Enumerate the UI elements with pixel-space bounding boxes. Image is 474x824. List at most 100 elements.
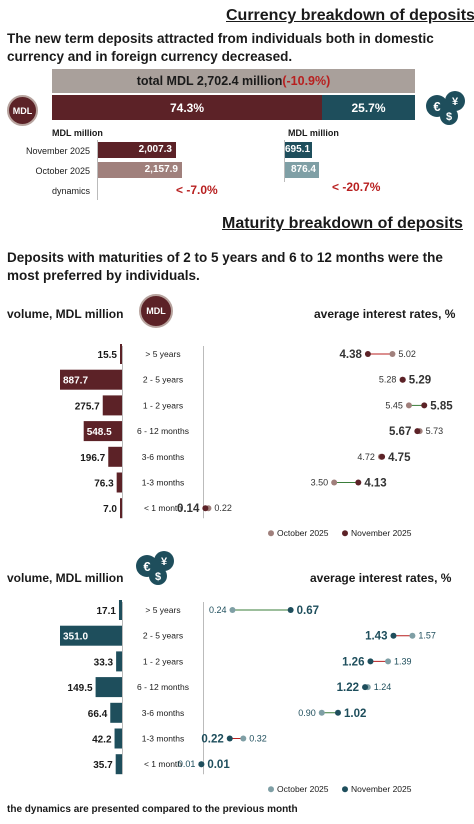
fx-maturity-tick-label: < 1 month	[144, 759, 182, 769]
mdl-volume-label: volume, MDL million	[7, 307, 124, 321]
mdl-maturity-tick-label: > 5 years	[145, 349, 180, 359]
fx-legend-november-marker	[342, 786, 348, 793]
fx-volume-bar	[115, 754, 122, 775]
fx-maturity-tick-label: 6 - 12 months	[137, 682, 189, 692]
fx-volume-bar	[95, 677, 122, 698]
mdl-icon-label: MDL	[12, 105, 33, 116]
mdl-rate-november-point	[202, 505, 209, 512]
currency-lead-text: The new term deposits attracted from ind…	[7, 31, 434, 64]
fx-dynamics-value: -20.7%	[342, 180, 381, 194]
fx-unit-label: MDL million	[288, 128, 339, 138]
mdl-october-bar: 2,157.9	[98, 162, 182, 178]
fx-rate-october-label: 0.32	[249, 734, 267, 744]
mdl-volume-bar	[120, 344, 122, 364]
mdl-maturity-tick-label: 3-6 months	[142, 452, 185, 462]
fx-volume-value: 351.0	[63, 632, 88, 643]
fx-volume-value: 33.3	[94, 657, 114, 668]
mdl-axis-line	[97, 140, 98, 200]
mdl-maturity-tick-label: < 1 month	[144, 503, 182, 513]
mdl-rate-october-label: 0.22	[214, 503, 232, 513]
mdl-rate-november-label: 4.75	[388, 452, 411, 464]
mdl-rate-november-label: 4.38	[340, 349, 363, 361]
mdl-rate-november-point	[414, 428, 421, 435]
mdl-share-bar: 74.3%	[52, 95, 322, 120]
mdl-maturity-tick-label: 6 - 12 months	[137, 426, 189, 436]
fx-rate-october-point	[240, 735, 247, 742]
fx-volume-bar	[60, 625, 122, 646]
fx-rate-november-point	[390, 632, 397, 639]
fx-share-bar: 25.7%	[322, 95, 415, 120]
fx-rate-november-label: 1.26	[342, 656, 364, 668]
fx-volume-bar	[110, 702, 122, 723]
mdl-volume-bar	[102, 395, 122, 416]
mdl-rate-november-label: 5.67	[389, 426, 411, 438]
svg-text:€: €	[143, 559, 150, 574]
mdl-maturity-tick-label: 1-3 months	[142, 478, 185, 488]
fx-rate-october-label: 0.24	[209, 605, 227, 615]
fx-volume-value: 17.1	[97, 606, 117, 617]
svg-text:$: $	[155, 571, 161, 583]
fx-rate-october-point	[385, 658, 392, 665]
fx-rate-november-label: 0.01	[207, 759, 230, 771]
fx-rate-november-point	[367, 658, 374, 665]
fx-rate-november-label: 1.22	[337, 682, 359, 694]
fx-maturity-tick-label: 1 - 2 years	[143, 656, 183, 666]
fx-october-value: 876.4	[290, 164, 316, 175]
mdl-maturity-tick-label: 2 - 5 years	[143, 375, 183, 385]
mdl-legend-october-label: October 2025	[277, 528, 329, 538]
mdl-volume-bar	[108, 446, 122, 467]
fx-coins-icon: € ¥ $	[136, 551, 174, 585]
mdl-october-value: 2,157.9	[144, 164, 178, 175]
fx-legend-october-label: October 2025	[277, 784, 329, 794]
mdl-unit-label: MDL million	[52, 128, 103, 138]
mdl-rate-october-label: 4.72	[357, 452, 375, 462]
svg-text:¥: ¥	[161, 556, 168, 568]
mdl-rate-october-label: 3.50	[311, 478, 329, 488]
fx-volume-value: 42.2	[92, 735, 112, 746]
fx-november-value: 695.1	[285, 144, 311, 155]
mdl-volume-value: 275.7	[75, 401, 100, 412]
mdl-rate-october-label: 5.28	[379, 375, 397, 385]
mdl-legend-november-label: November 2025	[351, 528, 412, 538]
mdl-rate-november-point	[399, 376, 406, 383]
mdl-volume-value: 76.3	[94, 479, 114, 490]
mdl-rate-october-point	[331, 479, 338, 486]
fx-volume-value: 66.4	[88, 709, 108, 720]
fx-rate-october-label: 1.39	[394, 656, 412, 666]
fx-rate-october-point	[229, 607, 236, 613]
currency-section-title: Currency breakdown of deposits	[226, 7, 474, 24]
mdl-dynamics: < -7.0%	[176, 183, 218, 197]
mdl-volume-bar	[60, 369, 122, 390]
mdl-share-label: 74.3%	[169, 100, 205, 115]
mdl-rate-november-point	[379, 453, 386, 460]
fx-volume-value: 149.5	[68, 683, 93, 694]
fx-coins-icon: € ¥ $	[426, 91, 465, 125]
fx-maturity-tick-label: 1-3 months	[142, 734, 185, 744]
mdl-currency-icon: MDL	[7, 95, 38, 126]
mdl-rate-november-label: 4.13	[364, 478, 386, 490]
mdl-rate-october-point	[389, 351, 396, 357]
fx-rate-november-point	[362, 684, 369, 691]
mdl-rate-november-label: 5.29	[409, 375, 431, 387]
fx-share-label: 25.7%	[351, 100, 386, 115]
fx-october-bar: 876.4	[285, 162, 319, 178]
footer-note: the dynamics are presented compared to t…	[7, 804, 298, 815]
svg-text:€: €	[433, 99, 440, 114]
fx-rate-november-point	[226, 735, 233, 742]
fx-rate-november-point	[198, 761, 205, 768]
arrow-left-icon: <	[332, 180, 340, 194]
mdl-volume-value: 887.7	[63, 376, 88, 387]
mdl-rate-november-label: 5.85	[430, 400, 453, 412]
mdl-volume-bar	[83, 421, 122, 442]
fx-maturity-panel: 17.1 > 5 years 0.67 0.24 351.0 2 - 5 years 1.4…	[60, 600, 436, 794]
mdl-rate-november-label: 0.14	[177, 503, 200, 515]
fx-rate-october-label: 0.90	[298, 708, 316, 718]
fx-maturity-tick-label: 2 - 5 years	[143, 631, 183, 641]
fx-rate-october-label: 1.24	[374, 682, 392, 692]
mdl-rate-october-point	[405, 402, 412, 409]
mdl-dynamics-value: -7.0%	[186, 183, 218, 197]
fx-dynamics: < -20.7%	[332, 180, 380, 194]
fx-november-bar: 695.1	[285, 142, 312, 158]
fx-volume-bar	[114, 728, 122, 749]
fx-rate-november-point	[335, 709, 341, 716]
